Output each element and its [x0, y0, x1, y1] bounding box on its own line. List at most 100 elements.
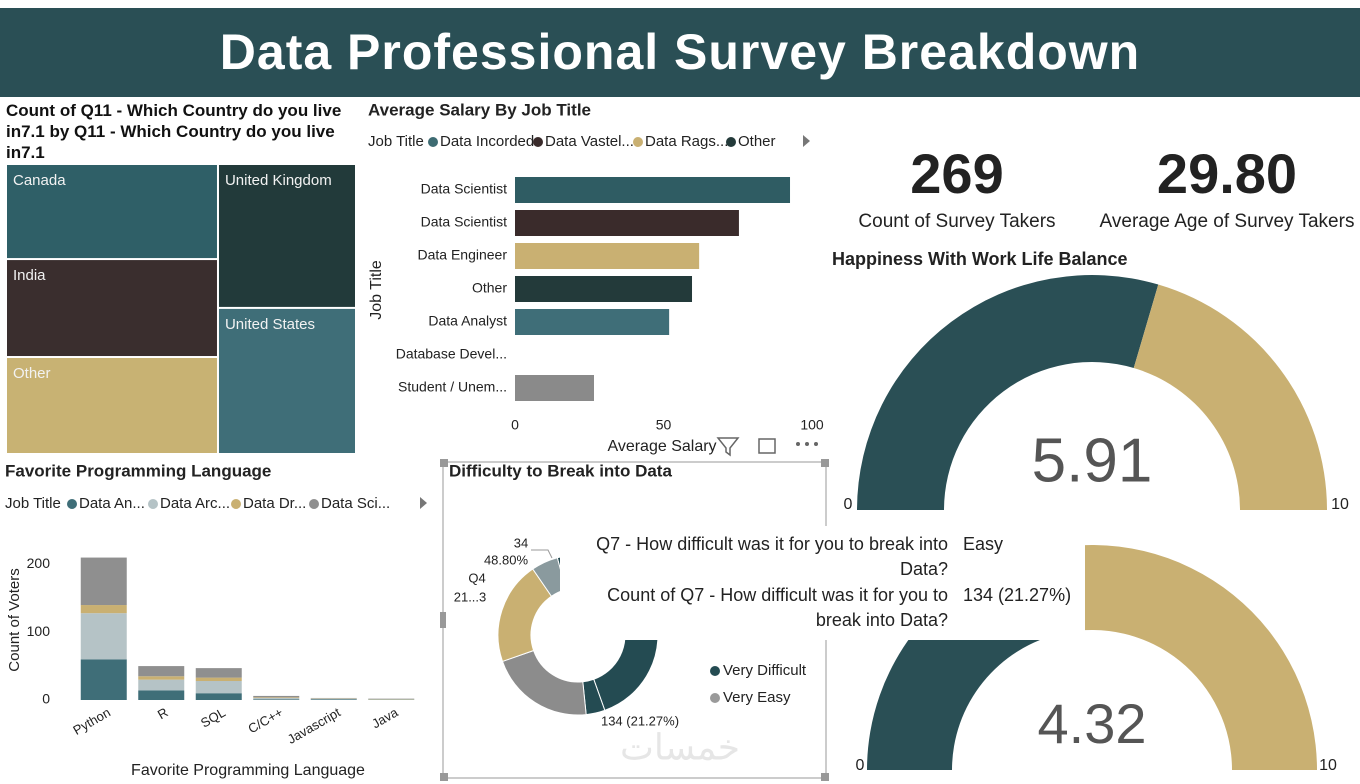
x-tick-label: 0	[511, 417, 519, 433]
watermark: خمسات	[620, 727, 740, 768]
legend-label: Other	[738, 133, 776, 150]
bar-segment	[195, 677, 242, 682]
legend-label: Data Rags...	[645, 133, 728, 150]
leader-line	[531, 549, 553, 559]
tooltip-label: Count of Q7 - How difficult was it for y…	[607, 585, 948, 630]
more-icon[interactable]	[805, 442, 809, 446]
chart-title: Average Salary By Job Title	[368, 100, 591, 119]
bar-segment	[195, 681, 242, 694]
resize-handle[interactable]	[440, 773, 448, 781]
legend-marker	[633, 137, 643, 147]
legend-marker	[67, 499, 77, 509]
legend-marker	[710, 693, 720, 703]
gauge-value: 5.91	[1032, 426, 1153, 495]
bar-segment	[253, 699, 300, 700]
y-tick-label: Data Scientist	[421, 214, 507, 230]
bar-segment	[195, 693, 242, 700]
gauge-max: 10	[1331, 496, 1349, 513]
legend-marker	[533, 137, 543, 147]
gauge-value: 4.32	[1038, 692, 1147, 755]
focus-icon[interactable]	[758, 438, 776, 454]
legend-title: Job Title	[368, 133, 424, 150]
legend-marker	[428, 137, 438, 147]
x-axis-label: Average Salary	[607, 438, 716, 455]
treemap-tile	[218, 308, 355, 453]
more-icon[interactable]	[814, 442, 818, 446]
legend-marker	[231, 499, 241, 509]
y-axis-label: Count of Voters	[6, 568, 23, 671]
tooltip-label: Q7 - How difficult was it for you to bre…	[596, 534, 948, 579]
y-tick-label: Other	[472, 280, 507, 296]
bar-segment	[80, 659, 127, 700]
data-label: Q4	[468, 570, 485, 585]
gauge-min: 0	[844, 496, 853, 513]
gauge-remainder-arc	[1133, 284, 1327, 510]
legend-more[interactable]	[803, 135, 810, 147]
x-tick-label: 100	[800, 417, 824, 433]
legend-more[interactable]	[420, 497, 427, 509]
legend-label: Data Vastel...	[545, 133, 634, 150]
legend-label: Data Sci...	[321, 495, 390, 512]
bar	[515, 309, 670, 335]
chart-title: Count of Q11 - Which Country do you live…	[6, 101, 342, 162]
resize-handle[interactable]	[821, 459, 829, 467]
filter-icon[interactable]	[716, 437, 740, 457]
legend-title: Job Title	[5, 495, 61, 512]
tooltip-value: 134 (21.27%)	[963, 585, 1072, 605]
bar-segment	[195, 668, 242, 678]
y-tick-label: Database Devel...	[396, 346, 507, 362]
tile-label: United Kingdom	[225, 172, 332, 189]
card-value: 269	[910, 142, 1003, 205]
x-tick-label: SQL	[198, 705, 228, 731]
data-label: 134 (21.27%)	[601, 713, 679, 728]
gauge-value-arc	[857, 275, 1159, 510]
x-tick-label: Python	[70, 705, 113, 738]
data-label: 21...3	[454, 589, 487, 604]
resize-handle[interactable]	[440, 459, 448, 467]
bar	[515, 210, 739, 236]
legend-marker	[710, 666, 720, 676]
x-tick-label: C/C++	[245, 705, 285, 737]
header-title: Data Professional Survey Breakdown	[0, 8, 1360, 97]
bar-segment	[80, 613, 127, 660]
x-tick-label: Java	[369, 704, 401, 731]
y-tick-label: Student / Unem...	[398, 379, 507, 395]
treemap-tile	[7, 260, 217, 357]
chart-title: Happiness With Work Life Balance	[832, 249, 1128, 269]
gauge-min: 0	[856, 757, 865, 774]
bar	[515, 243, 700, 269]
card-label: Count of Survey Takers	[858, 211, 1055, 232]
data-label: 48.80%	[484, 552, 529, 567]
legend-label: Data Incorded	[440, 133, 534, 150]
chart-title: Difficulty to Break into Data	[449, 461, 672, 480]
card-value: 29.80	[1157, 142, 1297, 205]
bar	[515, 276, 693, 302]
bar-segment	[253, 697, 300, 700]
bar-segment	[253, 695, 300, 698]
bar	[515, 375, 595, 401]
y-tick-label: 0	[42, 691, 50, 707]
tile-label: United States	[225, 316, 315, 333]
x-tick-label: R	[155, 705, 171, 723]
more-icon[interactable]	[796, 442, 800, 446]
y-axis-label: Job Title	[368, 260, 385, 320]
bar-segment	[253, 697, 300, 698]
x-axis-label: Favorite Programming Language	[131, 762, 365, 779]
legend-marker	[726, 137, 736, 147]
treemap-tile	[218, 165, 355, 307]
bar-segment	[310, 698, 357, 700]
resize-handle[interactable]	[440, 612, 446, 628]
legend-marker	[148, 499, 158, 509]
y-tick-label: Data Analyst	[428, 313, 507, 329]
gauge-max: 10	[1319, 757, 1337, 774]
bar-segment	[138, 676, 185, 680]
resize-handle[interactable]	[821, 773, 829, 781]
legend-label: Very Easy	[723, 689, 791, 706]
legend-label: Data An...	[79, 495, 145, 512]
y-tick-label: Data Scientist	[421, 181, 507, 197]
y-tick-label: 200	[27, 555, 51, 571]
visual-toolbar[interactable]	[716, 437, 818, 457]
bar	[515, 177, 791, 203]
legend-label: Very Difficult	[723, 662, 807, 679]
